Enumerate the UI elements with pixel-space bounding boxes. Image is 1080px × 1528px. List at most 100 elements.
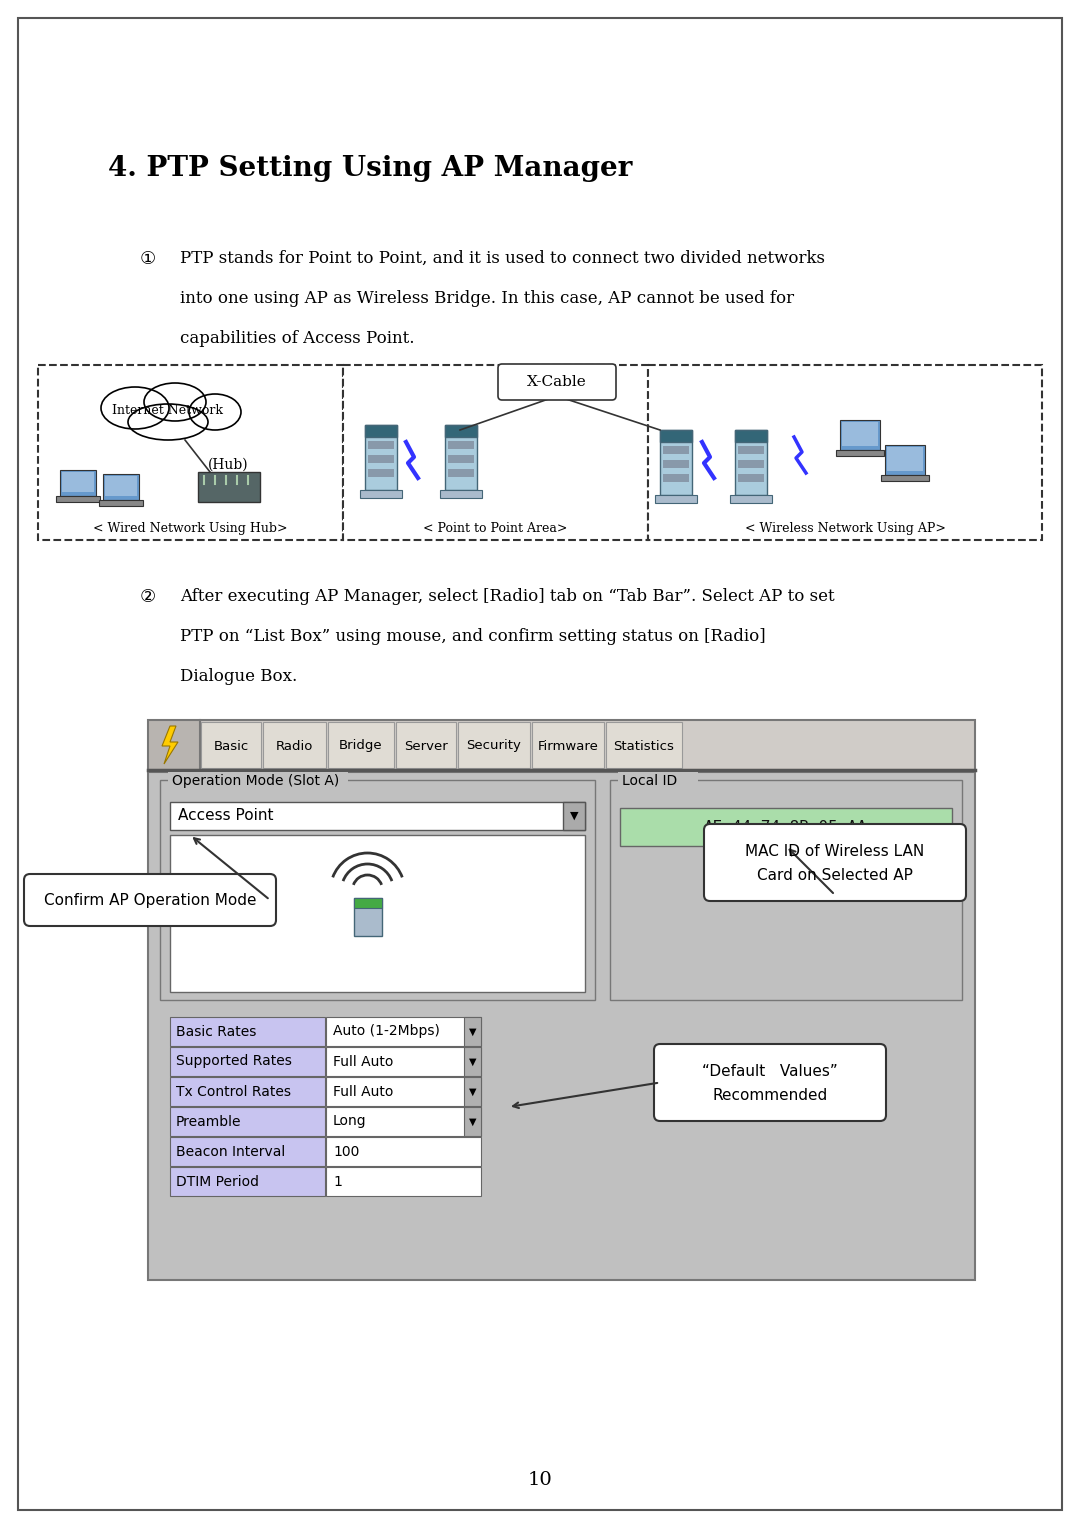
FancyBboxPatch shape — [738, 474, 764, 481]
Text: ▼: ▼ — [469, 1027, 476, 1036]
FancyBboxPatch shape — [170, 1077, 325, 1106]
Text: Firmware: Firmware — [538, 740, 598, 752]
FancyBboxPatch shape — [326, 1018, 481, 1047]
Text: MAC ID of Wireless LAN: MAC ID of Wireless LAN — [745, 845, 924, 859]
Text: Radio: Radio — [275, 740, 313, 752]
FancyBboxPatch shape — [353, 898, 381, 908]
Text: After executing AP Manager, select [Radio] tab on “Tab Bar”. Select AP to set: After executing AP Manager, select [Radi… — [180, 588, 835, 605]
FancyBboxPatch shape — [170, 834, 585, 992]
FancyBboxPatch shape — [730, 495, 772, 503]
FancyBboxPatch shape — [606, 723, 681, 769]
FancyBboxPatch shape — [735, 429, 767, 442]
FancyBboxPatch shape — [368, 455, 394, 463]
Polygon shape — [162, 726, 178, 764]
Text: ▼: ▼ — [570, 811, 578, 821]
Text: Tx Control Rates: Tx Control Rates — [176, 1085, 291, 1099]
Text: 10: 10 — [528, 1471, 552, 1488]
FancyBboxPatch shape — [326, 1137, 481, 1166]
FancyBboxPatch shape — [660, 429, 692, 442]
FancyBboxPatch shape — [326, 1106, 481, 1135]
FancyBboxPatch shape — [38, 365, 343, 539]
Text: AE:44:74:8B:05:AA: AE:44:74:8B:05:AA — [704, 819, 868, 834]
Text: ▼: ▼ — [469, 1056, 476, 1067]
FancyBboxPatch shape — [168, 772, 348, 788]
FancyBboxPatch shape — [654, 495, 697, 503]
Text: Internet Network: Internet Network — [112, 403, 224, 417]
Text: ▼: ▼ — [469, 1086, 476, 1097]
Text: Long: Long — [333, 1114, 366, 1129]
FancyBboxPatch shape — [148, 772, 975, 1280]
FancyBboxPatch shape — [448, 442, 474, 449]
FancyBboxPatch shape — [563, 802, 585, 830]
FancyBboxPatch shape — [326, 1047, 481, 1076]
Text: < Wireless Network Using AP>: < Wireless Network Using AP> — [744, 523, 945, 535]
Text: Dialogue Box.: Dialogue Box. — [180, 668, 297, 685]
Text: Confirm AP Operation Mode: Confirm AP Operation Mode — [44, 892, 256, 908]
FancyBboxPatch shape — [458, 723, 530, 769]
FancyBboxPatch shape — [56, 497, 100, 503]
Text: PTP stands for Point to Point, and it is used to connect two divided networks: PTP stands for Point to Point, and it is… — [180, 251, 825, 267]
FancyBboxPatch shape — [618, 772, 698, 788]
Text: Local ID: Local ID — [622, 775, 677, 788]
FancyBboxPatch shape — [99, 500, 143, 506]
Text: Basic: Basic — [214, 740, 248, 752]
FancyBboxPatch shape — [836, 451, 885, 455]
Ellipse shape — [144, 384, 206, 422]
Ellipse shape — [189, 394, 241, 429]
FancyBboxPatch shape — [660, 429, 692, 495]
Text: ②: ② — [140, 588, 157, 607]
FancyBboxPatch shape — [396, 723, 456, 769]
Text: Card on Selected AP: Card on Selected AP — [757, 868, 913, 883]
Text: Beacon Interval: Beacon Interval — [176, 1144, 285, 1158]
Text: Access Point: Access Point — [178, 808, 273, 824]
Text: < Wired Network Using Hub>: < Wired Network Using Hub> — [93, 523, 287, 535]
FancyBboxPatch shape — [343, 365, 648, 539]
Text: < Point to Point Area>: < Point to Point Area> — [423, 523, 568, 535]
FancyBboxPatch shape — [464, 1018, 481, 1047]
Text: Supported Rates: Supported Rates — [176, 1054, 292, 1068]
Text: Auto (1-2Mbps): Auto (1-2Mbps) — [333, 1024, 440, 1039]
FancyBboxPatch shape — [170, 1047, 325, 1076]
FancyBboxPatch shape — [103, 474, 139, 500]
FancyBboxPatch shape — [735, 429, 767, 495]
FancyBboxPatch shape — [842, 422, 878, 446]
FancyBboxPatch shape — [60, 471, 96, 497]
FancyBboxPatch shape — [198, 472, 260, 503]
FancyBboxPatch shape — [704, 824, 966, 902]
Text: Statistics: Statistics — [613, 740, 674, 752]
FancyBboxPatch shape — [448, 469, 474, 477]
FancyBboxPatch shape — [326, 1167, 481, 1196]
FancyBboxPatch shape — [18, 18, 1062, 1510]
FancyBboxPatch shape — [368, 442, 394, 449]
Text: Full Auto: Full Auto — [333, 1054, 393, 1068]
FancyBboxPatch shape — [840, 420, 880, 451]
Text: “Default   Values”: “Default Values” — [702, 1065, 838, 1079]
FancyBboxPatch shape — [170, 802, 585, 830]
FancyBboxPatch shape — [663, 460, 689, 468]
FancyBboxPatch shape — [24, 874, 276, 926]
Text: Security: Security — [467, 740, 522, 752]
FancyBboxPatch shape — [648, 365, 1042, 539]
FancyBboxPatch shape — [464, 1047, 481, 1076]
Text: ▼: ▼ — [469, 1117, 476, 1126]
FancyBboxPatch shape — [532, 723, 604, 769]
FancyBboxPatch shape — [445, 425, 477, 437]
FancyBboxPatch shape — [353, 898, 381, 937]
FancyBboxPatch shape — [200, 720, 975, 770]
Text: X-Cable: X-Cable — [527, 374, 586, 390]
FancyBboxPatch shape — [360, 490, 402, 498]
FancyBboxPatch shape — [498, 364, 616, 400]
FancyBboxPatch shape — [368, 469, 394, 477]
Text: Bridge: Bridge — [339, 740, 382, 752]
FancyBboxPatch shape — [654, 1044, 886, 1122]
FancyBboxPatch shape — [464, 1077, 481, 1106]
FancyBboxPatch shape — [365, 425, 397, 437]
Text: 100: 100 — [333, 1144, 360, 1158]
Text: Preamble: Preamble — [176, 1114, 242, 1129]
Text: Full Auto: Full Auto — [333, 1085, 393, 1099]
Text: ①: ① — [140, 251, 157, 267]
FancyBboxPatch shape — [881, 475, 929, 481]
FancyBboxPatch shape — [464, 1106, 481, 1135]
FancyBboxPatch shape — [170, 1106, 325, 1135]
FancyBboxPatch shape — [328, 723, 394, 769]
